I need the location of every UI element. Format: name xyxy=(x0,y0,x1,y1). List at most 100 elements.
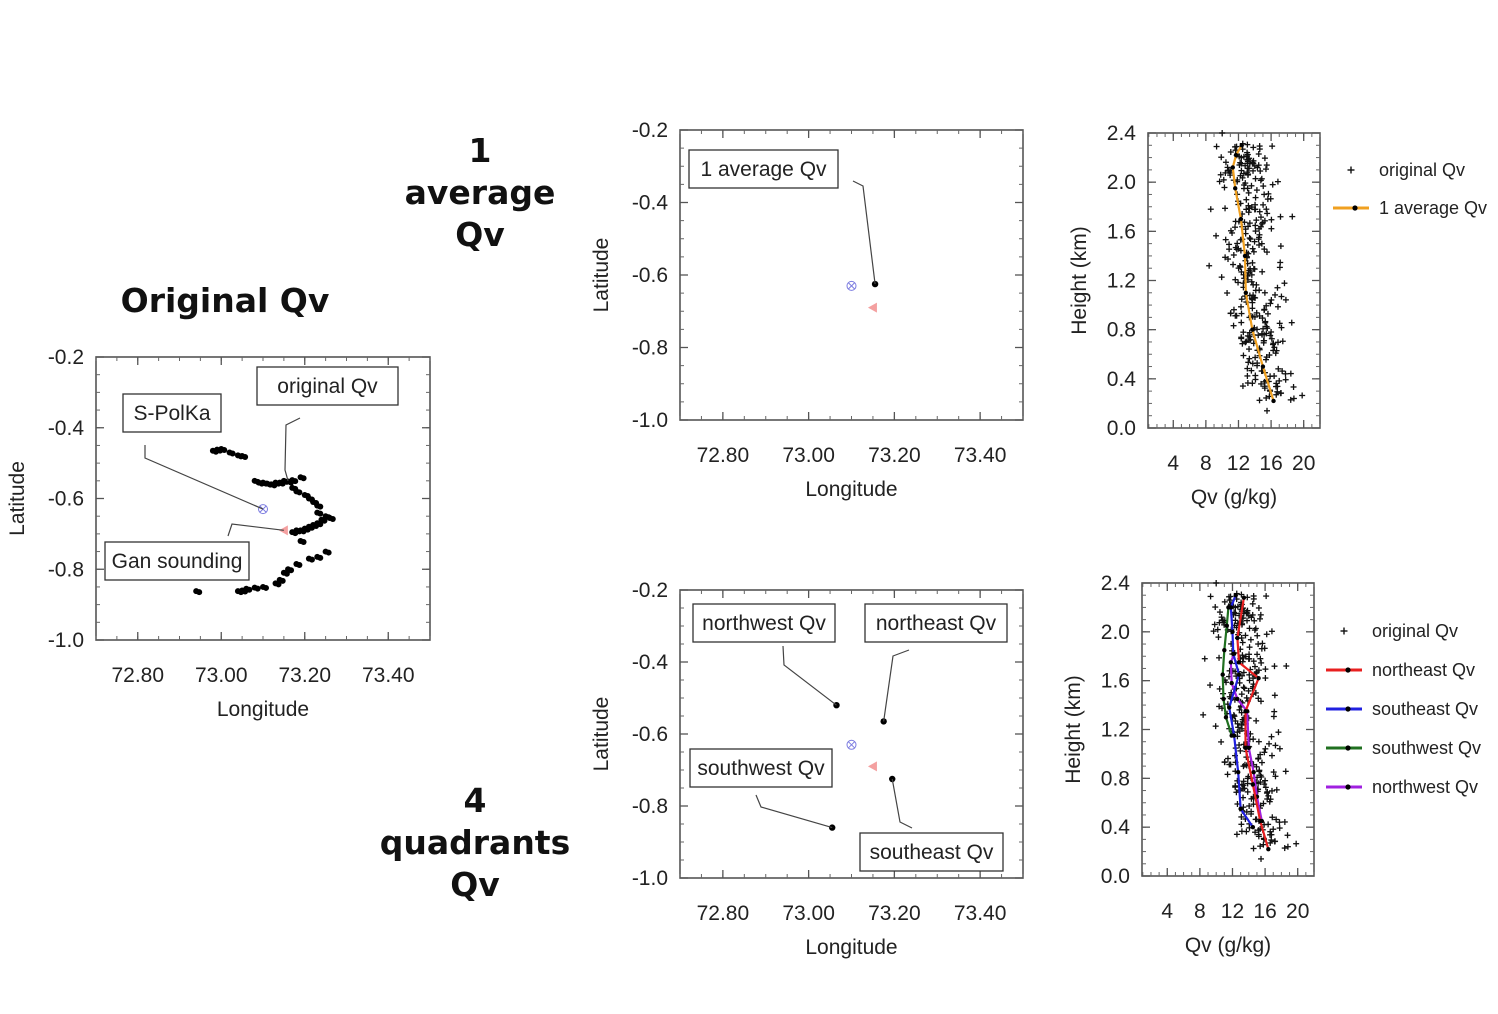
x-tick-label: 73.20 xyxy=(868,444,921,467)
original-qv-marker xyxy=(1206,262,1213,269)
original-qv-marker xyxy=(1252,222,1259,229)
original-qv-marker xyxy=(1216,178,1223,185)
series-point xyxy=(1235,770,1241,775)
original-qv-marker xyxy=(1271,708,1278,715)
original-qv-marker xyxy=(1256,234,1263,241)
data-point xyxy=(292,530,299,537)
data-point xyxy=(254,585,261,592)
chart-map-original: 72.80 73.00 73.20 73.40 -0.2 -0.4 -0.6 -0.8 -1.0… xyxy=(6,346,431,721)
data-point xyxy=(300,538,307,545)
original-qv-marker xyxy=(1268,296,1275,303)
original-qv-marker xyxy=(1268,752,1275,759)
original-qv-marker xyxy=(1250,845,1257,852)
original-qv-marker xyxy=(1260,339,1267,346)
data-point xyxy=(329,515,336,522)
y-tick-label: 1.2 xyxy=(1101,719,1130,742)
original-qv-marker xyxy=(1251,238,1258,245)
original-qv-marker xyxy=(1248,182,1255,189)
original-qv-marker xyxy=(1207,206,1214,213)
original-qv-marker xyxy=(1249,299,1256,306)
data-point xyxy=(317,503,324,510)
original-qv-marker xyxy=(1274,284,1281,291)
heading-quadrants-line-2: quadrants xyxy=(379,823,571,863)
leader-line xyxy=(144,445,264,510)
series-point xyxy=(1233,152,1239,158)
spolka-marker-icon xyxy=(846,280,857,291)
series-point xyxy=(1236,672,1242,677)
original-qv-marker xyxy=(1261,191,1268,198)
series-point xyxy=(1257,818,1263,824)
y-tick-label: -0.6 xyxy=(632,723,668,746)
x-tick-label: 72.80 xyxy=(697,444,750,467)
original-qv-marker xyxy=(1256,208,1263,215)
data-point xyxy=(242,454,249,461)
original-qv-marker xyxy=(1281,845,1288,852)
annotation-callout: Gan sounding xyxy=(104,523,284,581)
original-qv-marker xyxy=(1263,162,1270,169)
legend-dot-icon xyxy=(1345,706,1351,712)
original-qv-marker xyxy=(1210,628,1217,635)
original-qv-marker xyxy=(1226,597,1233,604)
series-point xyxy=(1229,680,1234,686)
original-qv-marker xyxy=(1268,216,1275,223)
original-qv-marker xyxy=(1224,771,1231,778)
y-tick-label: 2.4 xyxy=(1101,572,1131,595)
original-qv-marker xyxy=(1271,663,1278,670)
original-qv-marker xyxy=(1230,322,1237,329)
original-qv-marker xyxy=(1264,407,1271,414)
original-qv-marker xyxy=(1257,843,1264,850)
original-qv-marker xyxy=(1260,201,1267,208)
original-qv-marker xyxy=(1244,185,1251,192)
original-qv-marker xyxy=(1251,663,1258,670)
original-qv-marker xyxy=(1237,159,1244,166)
original-qv-marker xyxy=(1247,636,1254,643)
y-axis-label: Latitude xyxy=(590,238,613,313)
original-qv-marker xyxy=(1259,268,1266,275)
original-qv-marker xyxy=(1253,717,1260,724)
x-tick-label: 4 xyxy=(1167,452,1179,475)
original-qv-marker xyxy=(1268,733,1275,740)
original-qv-marker xyxy=(1256,146,1263,153)
original-qv-marker xyxy=(1251,627,1258,634)
original-qv-marker xyxy=(1254,360,1261,367)
original-qv-marker xyxy=(1249,259,1256,266)
original-qv-marker xyxy=(1253,281,1260,288)
original-qv-marker xyxy=(1267,828,1274,835)
original-qv-marker xyxy=(1222,205,1229,212)
legend-item: original Qv xyxy=(1347,160,1465,180)
original-qv-marker xyxy=(1274,303,1281,310)
original-qv-marker xyxy=(1245,267,1252,274)
y-tick-label: -0.6 xyxy=(48,488,84,511)
original-qv-marker xyxy=(1254,632,1261,639)
annotation-box xyxy=(859,832,1004,872)
original-qv-marker xyxy=(1264,788,1271,795)
y-tick-label: -1.0 xyxy=(632,409,668,432)
legend-dot-icon xyxy=(1352,205,1358,211)
annotation-box xyxy=(688,149,839,189)
series-point xyxy=(1231,733,1237,738)
original-qv-marker xyxy=(1244,617,1251,624)
spolka-circle xyxy=(258,504,268,515)
original-qv-marker xyxy=(1232,218,1239,225)
original-qv-marker xyxy=(1249,159,1256,166)
annotation-callout: northwest Qv xyxy=(692,603,837,706)
original-qv-marker xyxy=(1261,385,1268,392)
annotation-label: southwest Qv xyxy=(697,757,825,780)
series-point xyxy=(1224,623,1229,628)
original-qv-marker xyxy=(1238,319,1245,326)
data-point xyxy=(292,478,299,485)
original-qv-marker xyxy=(1250,736,1257,743)
legend-item: northwest Qv xyxy=(1326,777,1478,797)
original-qv-marker xyxy=(1242,653,1249,660)
legend-label: 1 average Qv xyxy=(1379,198,1487,218)
y-tick-label: 0.0 xyxy=(1101,865,1130,888)
data-point xyxy=(275,581,282,588)
original-qv-marker xyxy=(1239,383,1246,390)
annotation-label: original Qv xyxy=(277,375,378,398)
original-qv-marker xyxy=(1271,838,1278,845)
legend-item: 1 average Qv xyxy=(1333,198,1487,218)
leader-line xyxy=(284,417,301,481)
original-qv-marker xyxy=(1245,250,1252,257)
original-qv-marker xyxy=(1240,794,1247,801)
